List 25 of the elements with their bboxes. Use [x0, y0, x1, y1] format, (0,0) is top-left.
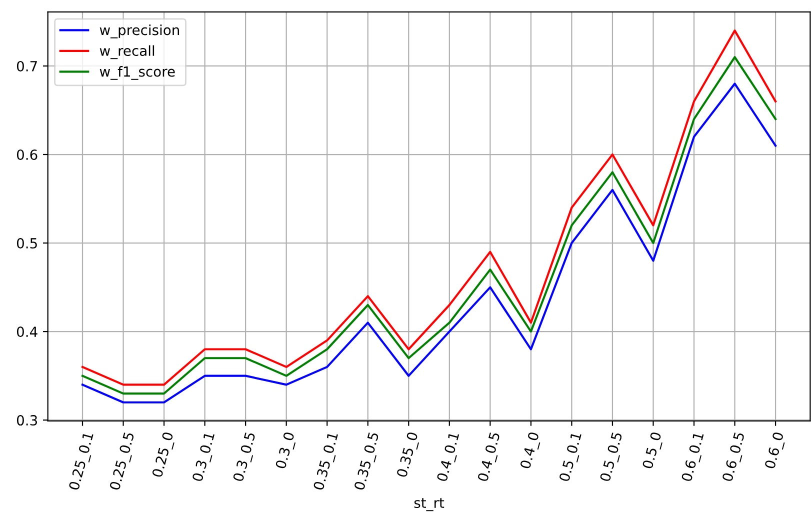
x-tick-label: 0.4_0.5 [477, 432, 504, 483]
x-tick-label: 0.3_0.1 [192, 432, 218, 483]
x-tick-label: 0.25_0.5 [109, 432, 138, 492]
x-tick-label: 0.4_0 [520, 432, 542, 470]
y-tick-label: 0.5 [16, 238, 37, 249]
x-tick-label: 0.6_0 [764, 432, 787, 470]
x-tick-label: 0.6_0.1 [681, 432, 707, 483]
y-tick-label: 0.7 [16, 60, 37, 72]
legend-label: w_precision [100, 24, 180, 38]
x-tick-label: 0.3_0 [275, 432, 298, 470]
x-tick-label: 0.5_0 [642, 432, 664, 470]
x-tick-label: 0.25_0 [152, 432, 176, 478]
x-tick-label: 0.35_0 [396, 432, 421, 478]
y-tick-label: 0.6 [16, 149, 38, 160]
legend-label: w_recall [100, 45, 154, 60]
x-tick-label: 0.5_0.1 [558, 432, 585, 483]
x-tick-label: 0.4_0.1 [436, 432, 462, 483]
x-tick-label: 0.6_0.5 [722, 432, 748, 483]
x-tick-label: 0.3_0.5 [232, 432, 258, 483]
y-tick-label: 0.3 [16, 415, 38, 426]
y-tick-label: 0.4 [16, 326, 38, 338]
x-axis-title: st_rt [414, 498, 444, 512]
x-tick-label: 0.5_0.5 [600, 432, 626, 483]
legend-label: w_f1_score [100, 66, 175, 80]
x-tick-label: 0.35_0.5 [354, 432, 382, 492]
